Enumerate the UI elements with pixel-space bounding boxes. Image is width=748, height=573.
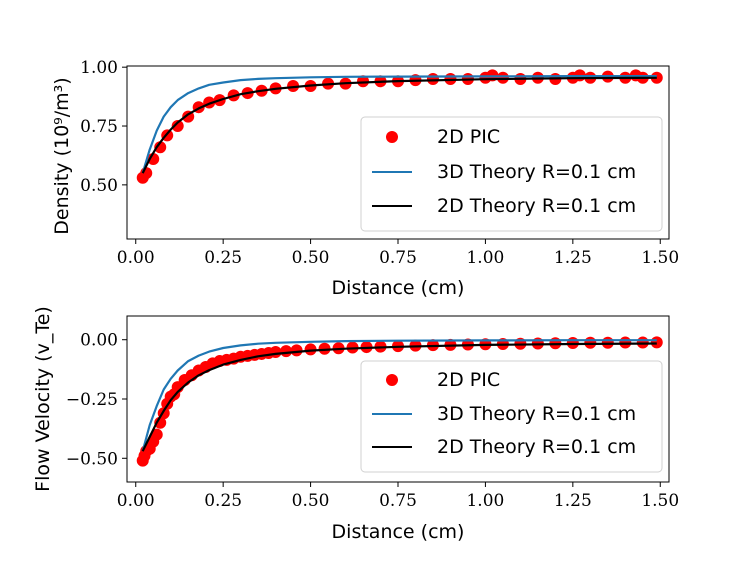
density-x-tick-label: 1.50 (641, 248, 679, 268)
density-legend-marker-pic (386, 131, 398, 143)
density-3d-theory-line (141, 75, 657, 174)
velocity-pic-point (318, 342, 331, 355)
velocity-legend-marker-pic (386, 374, 398, 386)
velocity-pic-point (280, 345, 293, 358)
density-y-label: Density (10⁹/m³) (51, 77, 73, 234)
density-legend-label-pic: 2D PIC (437, 126, 500, 148)
density-2d-theory-line (141, 76, 657, 174)
velocity-panel: 0.00 0.25 0.50 0.75 1.00 1.25 1.50 −0.50 −0.25 0… (32, 306, 679, 543)
density-panel: 0.00 0.25 0.50 0.75 1.00 1.25 1.50 0.50 0.75 1.0… (51, 58, 679, 299)
density-legend-label-3d: 3D Theory R=0.1 cm (437, 161, 636, 183)
density-x-ticks: 0.00 0.25 0.50 0.75 1.00 1.25 1.50 (117, 239, 679, 268)
density-x-tick-label: 1.25 (554, 248, 592, 268)
density-pic-point (154, 141, 167, 154)
density-y-tick-label: 0.50 (80, 176, 118, 196)
velocity-legend-label-2d: 2D Theory R=0.1 cm (437, 436, 636, 458)
density-marks (136, 69, 663, 184)
velocity-legend: 2D PIC 3D Theory R=0.1 cm 2D Theory R=0.… (360, 360, 663, 473)
density-pic-point (426, 72, 439, 85)
density-x-tick-label: 1.00 (466, 248, 504, 268)
velocity-x-tick-label: 1.50 (641, 491, 679, 511)
density-x-tick-label: 0.50 (292, 248, 330, 268)
density-pic-point (171, 120, 184, 133)
velocity-x-tick-label: 0.75 (379, 491, 417, 511)
velocity-x-tick-label: 1.00 (466, 491, 504, 511)
velocity-pic-point (150, 428, 163, 441)
density-x-label: Distance (cm) (332, 277, 465, 299)
velocity-legend-box (360, 360, 663, 473)
density-x-tick-label: 0.00 (117, 248, 155, 268)
velocity-x-label: Distance (cm) (332, 521, 465, 543)
velocity-y-tick-label: −0.25 (66, 390, 118, 410)
velocity-3d-theory-line (141, 339, 657, 452)
velocity-x-tick-label: 0.25 (204, 491, 242, 511)
velocity-x-tick-label: 0.50 (292, 491, 330, 511)
velocity-pic-point (619, 336, 632, 349)
density-pic-point (496, 71, 509, 84)
velocity-legend-label-3d: 3D Theory R=0.1 cm (437, 403, 636, 425)
velocity-y-tick-label: 0.00 (80, 331, 118, 351)
velocity-y-tick-label: −0.50 (66, 449, 118, 469)
velocity-marks (136, 336, 663, 467)
density-y-tick-label: 0.75 (80, 117, 118, 137)
density-legend-box (360, 116, 663, 232)
velocity-pic-point (269, 346, 282, 359)
density-legend: 2D PIC 3D Theory R=0.1 cm 2D Theory R=0.… (360, 116, 663, 232)
density-x-tick-label: 0.75 (379, 248, 417, 268)
velocity-pic-point (290, 344, 303, 357)
velocity-y-ticks: −0.50 −0.25 0.00 (66, 331, 127, 469)
velocity-x-tick-label: 1.25 (554, 491, 592, 511)
velocity-x-ticks: 0.00 0.25 0.50 0.75 1.00 1.25 1.50 (117, 482, 679, 511)
density-y-ticks: 0.50 0.75 1.00 (80, 58, 127, 196)
density-y-tick-label: 1.00 (80, 58, 118, 78)
velocity-pic-point (650, 336, 663, 349)
density-legend-label-2d: 2D Theory R=0.1 cm (437, 195, 636, 217)
velocity-legend-label-pic: 2D PIC (437, 369, 500, 391)
density-x-tick-label: 0.25 (204, 248, 242, 268)
density-pic-point (357, 75, 370, 88)
velocity-2d-theory-line (141, 342, 657, 452)
velocity-pic-point (304, 343, 317, 356)
velocity-y-label: Flow Velocity (v_Te) (32, 306, 54, 492)
density-pic-point (287, 80, 300, 93)
density-pic-point (140, 167, 153, 180)
velocity-x-tick-label: 0.00 (117, 491, 155, 511)
